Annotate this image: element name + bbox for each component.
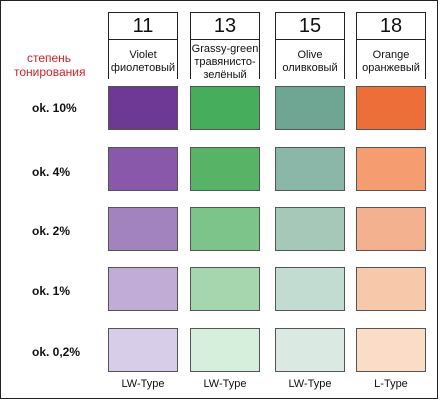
swatch-violet-row3 <box>108 207 178 251</box>
swatch-grassy-green-row4 <box>190 267 260 311</box>
swatch-orange-row1 <box>356 86 426 130</box>
column-name-orange: Orange оранжевый <box>356 40 426 79</box>
tint-degree-title: степень тонирования <box>14 51 86 79</box>
color-name-ru: оранжевый <box>362 62 420 74</box>
row-label-4: ok. 4% <box>32 165 71 179</box>
swatch-orange-row2 <box>356 147 426 191</box>
color-name-ru: травянисто-зелёный <box>194 56 256 81</box>
column-number-violet: 11 <box>108 12 178 40</box>
row-label-10: ok. 10% <box>32 101 77 115</box>
row-label-1: ok. 1% <box>32 284 71 298</box>
color-name-en: Grassy-green <box>191 43 259 55</box>
color-name-en: Olive <box>297 49 323 61</box>
row-label-2: ok. 2% <box>32 224 71 238</box>
row-label-0-2: ok. 0,2% <box>32 345 81 359</box>
column-name-grassy-green: Grassy-green травянисто-зелёный <box>190 40 260 81</box>
swatch-olive-row3 <box>275 207 345 251</box>
swatch-olive-row1 <box>275 86 345 130</box>
swatch-orange-row4 <box>356 267 426 311</box>
type-label-violet: LW-Type <box>121 378 165 390</box>
swatch-violet-row4 <box>108 267 178 311</box>
swatch-violet-row1 <box>108 86 178 130</box>
column-name-violet: Violet фиолетовый <box>108 40 178 79</box>
swatch-olive-row2 <box>275 147 345 191</box>
type-label-grassy-green: LW-Type <box>203 378 247 390</box>
column-number-olive: 15 <box>275 12 345 40</box>
column-name-olive: Olive оливковый <box>275 40 345 79</box>
swatch-orange-row3 <box>356 207 426 251</box>
swatch-grassy-green-row5 <box>190 328 260 372</box>
swatch-olive-row5 <box>275 328 345 372</box>
swatch-grassy-green-row1 <box>190 86 260 130</box>
color-name-en: Violet <box>129 49 157 61</box>
type-label-olive: LW-Type <box>288 378 332 390</box>
swatch-violet-row2 <box>108 147 178 191</box>
color-name-en: Orange <box>372 49 410 61</box>
type-label-orange: L-Type <box>374 378 408 390</box>
column-number-orange: 18 <box>356 12 426 40</box>
swatch-grassy-green-row2 <box>190 147 260 191</box>
swatch-grassy-green-row3 <box>190 207 260 251</box>
swatch-olive-row4 <box>275 267 345 311</box>
swatch-orange-row5 <box>356 328 426 372</box>
color-name-ru: оливковый <box>282 62 338 74</box>
swatch-violet-row5 <box>108 328 178 372</box>
column-number-grassy-green: 13 <box>190 12 260 40</box>
color-name-ru: фиолетовый <box>110 62 176 74</box>
